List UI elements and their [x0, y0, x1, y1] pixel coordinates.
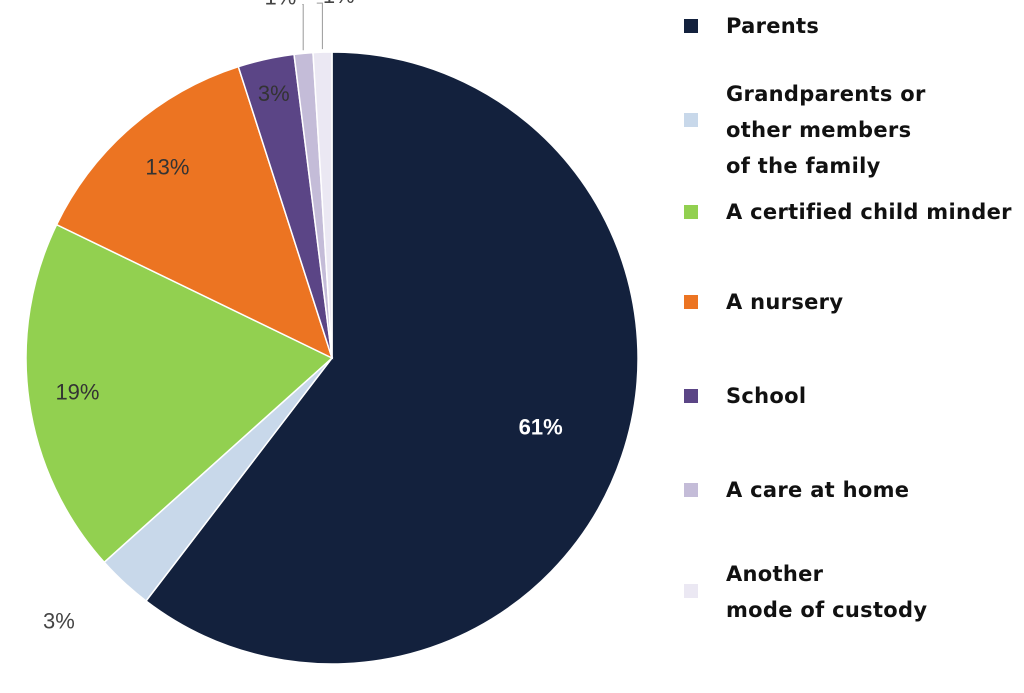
value-label-1: 61% [519, 414, 563, 439]
legend-swatch-4 [684, 295, 698, 309]
legend-label-3: A certified child minder [726, 200, 1012, 224]
pie-slices [25, 51, 639, 665]
pie-slice-3 [25, 223, 334, 564]
value-label-7: 1% [323, 0, 355, 8]
pie-slice-7 [312, 51, 333, 359]
pie-value-labels: 61% 3% 19% 13% 3% 1% 1% [43, 0, 563, 633]
value-label-3: 19% [55, 380, 99, 405]
leader-line-7 [316, 2, 323, 50]
legend-label-1: Parents [726, 14, 820, 38]
legend-label-6: A care at home [726, 478, 910, 502]
legend-label-7: Another mode of custody [726, 562, 928, 622]
legend-swatch-2 [684, 113, 698, 127]
legend-label-4: A nursery [726, 290, 844, 314]
pie-slice-1 [144, 51, 639, 665]
legend-swatch-7 [684, 584, 698, 598]
pie-leader-lines [302, 2, 323, 51]
value-label-5: 3% [258, 81, 290, 106]
legend-swatch-3 [684, 205, 698, 219]
value-label-6: 1% [264, 0, 296, 9]
value-label-4: 13% [145, 154, 189, 179]
legend-swatch-5 [684, 389, 698, 403]
legend: Parents Grandparents or other members of … [684, 0, 1020, 693]
leader-line-6 [302, 3, 304, 51]
legend-label-2: Grandparents or other members of the fam… [726, 82, 926, 178]
legend-label-5: School [726, 384, 807, 408]
value-label-2: 3% [43, 608, 75, 633]
legend-swatch-6 [684, 483, 698, 497]
pie-slice-4 [55, 65, 334, 360]
legend-swatch-1 [684, 19, 698, 33]
